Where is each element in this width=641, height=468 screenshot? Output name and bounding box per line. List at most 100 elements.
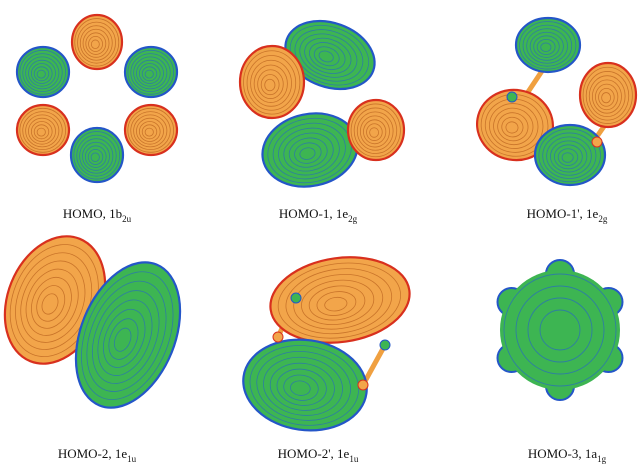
contour [256,351,351,421]
orbital-lobe [578,61,638,129]
contour [97,299,153,376]
contour [553,144,583,170]
orbital-panel: HOMO-3, 1a1g [496,259,624,464]
lobe-edge [533,123,607,187]
contour [86,280,167,392]
contour [138,121,161,142]
orbital-lobe [346,98,406,162]
contour [366,123,383,141]
panel-label: HOMO-2, 1e1u [58,446,137,464]
atom [290,292,302,304]
contour [309,42,346,71]
contour [536,38,556,55]
contour [301,279,375,325]
contour [263,356,343,416]
panel-label: HOMO-2', 1e1u [278,446,359,464]
contour [28,59,56,87]
orbital-lobe [123,103,179,157]
contour [318,50,334,63]
panel-label: HOMO-1, 1e2g [279,206,358,224]
contour [30,121,53,142]
contour [74,18,120,67]
contour [489,103,539,149]
contour [356,111,394,151]
contour [359,115,390,148]
lobe-edge [15,103,71,157]
contour [299,33,358,78]
orbital-lobe [70,13,124,71]
contour [77,21,116,64]
contour [246,55,297,111]
orbital-panel: HOMO-1', 1e2g [475,16,638,224]
contour [505,121,519,134]
orbital-panel: HOMO, 1b2u [15,13,179,224]
contour [369,127,379,138]
lobe-edge [15,45,71,99]
lobe-edge [123,45,179,99]
orbital-lobe [284,19,376,91]
lobe-edge [238,44,306,120]
contour [598,87,615,107]
lobe-edge [346,98,406,162]
contour [87,148,104,165]
atom [379,339,391,351]
contour [539,309,581,351]
contour [540,42,552,52]
contour [36,285,66,322]
contour [133,114,168,148]
contour [285,268,393,335]
contour [84,145,107,168]
contour [591,79,622,114]
label-subscript: 1u [127,454,137,464]
contour [136,59,164,87]
label-text: HOMO-1', 1e [527,206,599,221]
contour [25,268,79,336]
label-subscript: 2g [598,214,608,224]
lobe-edge [578,61,638,129]
contour [127,49,175,95]
label-text: HOMO-3, 1a [528,446,598,461]
contour [497,112,529,142]
lobe-edge [269,256,411,344]
orbital-lobe [15,103,71,157]
contour [283,374,319,401]
contour [294,142,322,164]
bond [360,342,388,388]
contour [253,64,288,103]
contour [82,141,110,171]
lobe-edge [123,103,179,157]
contour [582,66,633,124]
orbital-panel: HOMO-2', 1e1u [242,256,411,464]
label-subscript: 1u [349,454,359,464]
contour [264,78,276,92]
contour [588,75,626,118]
contour [36,127,46,137]
contour [102,308,146,368]
contour [130,111,171,151]
contour [79,138,114,174]
lobe-edge [69,126,125,184]
contour [113,327,132,352]
orbital-lobe [514,16,582,74]
contour [595,83,619,111]
contour [28,117,56,145]
panel-label: HOMO, 1b2u [63,206,132,224]
atom [357,379,369,391]
contour [30,63,53,84]
contour [25,56,60,90]
contour [276,368,327,406]
label-text: HOMO-2', 1e [278,446,350,461]
contour [257,69,284,99]
contour [133,56,168,90]
contour [526,28,568,64]
contour [250,59,292,107]
atom [506,91,518,103]
contour [127,107,175,153]
contour [243,50,301,115]
contour [501,116,524,138]
orbital-lobe [269,256,411,344]
contour [529,31,564,61]
contour [527,297,593,363]
label-subscript: 1g [597,454,607,464]
